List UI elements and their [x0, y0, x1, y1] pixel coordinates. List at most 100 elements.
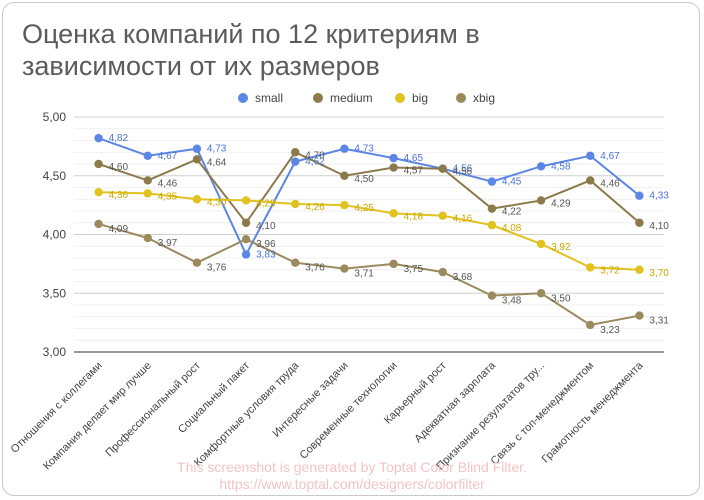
series-line-xbig [98, 222, 640, 327]
data-point-small [635, 191, 644, 200]
data-point-xbig [94, 219, 103, 229]
data-point-small [143, 151, 152, 160]
data-point-small [94, 133, 103, 143]
data-point-small [192, 144, 202, 153]
data-point-medium [389, 163, 398, 172]
data-label-big: 4,08 [502, 223, 522, 234]
data-point-xbig [635, 311, 644, 320]
data-point-big [241, 196, 251, 205]
data-point-small [586, 151, 595, 160]
data-point-medium [94, 159, 103, 169]
data-label-medium: 4,60 [109, 162, 129, 173]
data-label-small: 4,82 [109, 133, 129, 144]
data-label-xbig: 3,97 [158, 238, 178, 249]
y-tick-label: 4,00 [43, 228, 67, 242]
data-point-xbig [241, 235, 251, 244]
data-label-xbig: 3,76 [305, 263, 325, 274]
data-label-small: 4,56 [453, 164, 473, 175]
data-label-big: 3,70 [649, 268, 669, 279]
data-label-medium: 4,57 [404, 166, 424, 177]
x-tick-label: Адекватная зарплата [412, 359, 498, 445]
data-point-xbig [389, 259, 398, 269]
data-label-xbig: 3,50 [551, 293, 571, 304]
data-label-medium: 4,50 [354, 174, 374, 185]
data-label-big: 4,25 [354, 203, 374, 214]
data-label-medium: 4,46 [158, 178, 178, 189]
data-point-xbig [487, 291, 497, 300]
legend-marker-medium [313, 93, 323, 103]
data-point-small [241, 250, 251, 259]
data-label-big: 4,29 [256, 198, 276, 209]
data-point-small [291, 157, 300, 166]
data-point-xbig [586, 320, 595, 330]
data-label-medium: 4,22 [502, 207, 522, 218]
data-point-xbig [192, 258, 202, 267]
chart-frame [2, 2, 700, 496]
data-point-medium [438, 164, 447, 173]
data-label-medium: 4,10 [649, 221, 669, 232]
data-label-big: 4,36 [109, 190, 129, 201]
data-point-small [340, 144, 349, 153]
data-label-small: 4,73 [354, 144, 374, 155]
x-tick-label: Комфортные условия труда [192, 359, 302, 469]
x-tick-label: Отношения с коллегами [9, 360, 105, 456]
data-point-big [635, 265, 644, 274]
data-point-big [192, 195, 202, 204]
data-label-big: 4,30 [207, 197, 227, 208]
chart-title: Оценка компаний по 12 критериям в зависи… [22, 18, 622, 82]
legend-marker-small [238, 93, 248, 103]
data-label-xbig: 3,71 [354, 269, 374, 280]
legend-marker-big [395, 93, 405, 103]
data-point-big [143, 189, 152, 198]
data-label-xbig: 3,31 [649, 316, 669, 327]
data-point-medium [143, 176, 152, 185]
data-point-medium [586, 176, 595, 185]
y-tick-label: 3,50 [43, 286, 67, 300]
data-point-xbig [536, 289, 546, 298]
series-line-big [98, 191, 640, 271]
data-label-medium: 4,70 [305, 150, 325, 161]
data-label-xbig: 3,23 [600, 325, 620, 336]
data-point-medium [241, 218, 251, 227]
data-point-medium [635, 218, 644, 227]
data-point-xbig [143, 233, 152, 243]
data-label-small: 4,45 [502, 177, 522, 188]
data-label-medium: 4,29 [551, 198, 571, 209]
data-label-medium: 4,64 [207, 157, 227, 168]
data-label-big: 4,18 [404, 211, 424, 222]
data-label-xbig: 3,68 [453, 272, 473, 283]
data-label-small: 4,73 [207, 144, 227, 155]
data-point-big [94, 188, 103, 197]
data-label-big: 4,35 [158, 191, 178, 202]
legend-marker-xbig [456, 93, 466, 103]
data-label-big: 4,26 [305, 202, 325, 213]
data-point-big [291, 199, 300, 209]
watermark-line-2: https://www.toptal.com/designers/colorfi… [219, 476, 485, 492]
data-label-small: 4,65 [404, 153, 424, 164]
data-label-small: 4,33 [649, 191, 669, 202]
data-point-medium [536, 196, 546, 205]
data-label-small: 4,58 [551, 161, 571, 172]
series-line-medium [98, 150, 641, 225]
data-point-medium [487, 204, 497, 213]
data-point-xbig [340, 264, 349, 273]
x-tick-label: Современные технологии [298, 360, 400, 462]
y-tick-label: 3,00 [43, 345, 67, 359]
data-label-xbig: 3,76 [207, 263, 227, 274]
data-label-medium: 4,46 [600, 178, 620, 189]
data-label-medium: 4,56 [453, 167, 473, 178]
chart-title-line-1: Оценка компаний по 12 критериям в [22, 19, 480, 49]
data-label-xbig: 3,48 [502, 296, 522, 307]
data-label-xbig: 3,75 [404, 264, 424, 275]
chart-title-line-2: зависимости от их размеров [22, 51, 380, 81]
legend-label-big: big [412, 91, 428, 105]
data-label-xbig: 4,09 [109, 224, 129, 235]
data-label-small: 4,62 [305, 157, 325, 168]
data-label-small: 4,67 [158, 151, 178, 162]
data-point-big [536, 239, 546, 249]
legend-label-xbig: xbig [473, 91, 495, 105]
data-point-big [389, 209, 398, 218]
data-label-small: 3,83 [256, 249, 276, 260]
y-tick-label: 5,00 [43, 110, 67, 124]
